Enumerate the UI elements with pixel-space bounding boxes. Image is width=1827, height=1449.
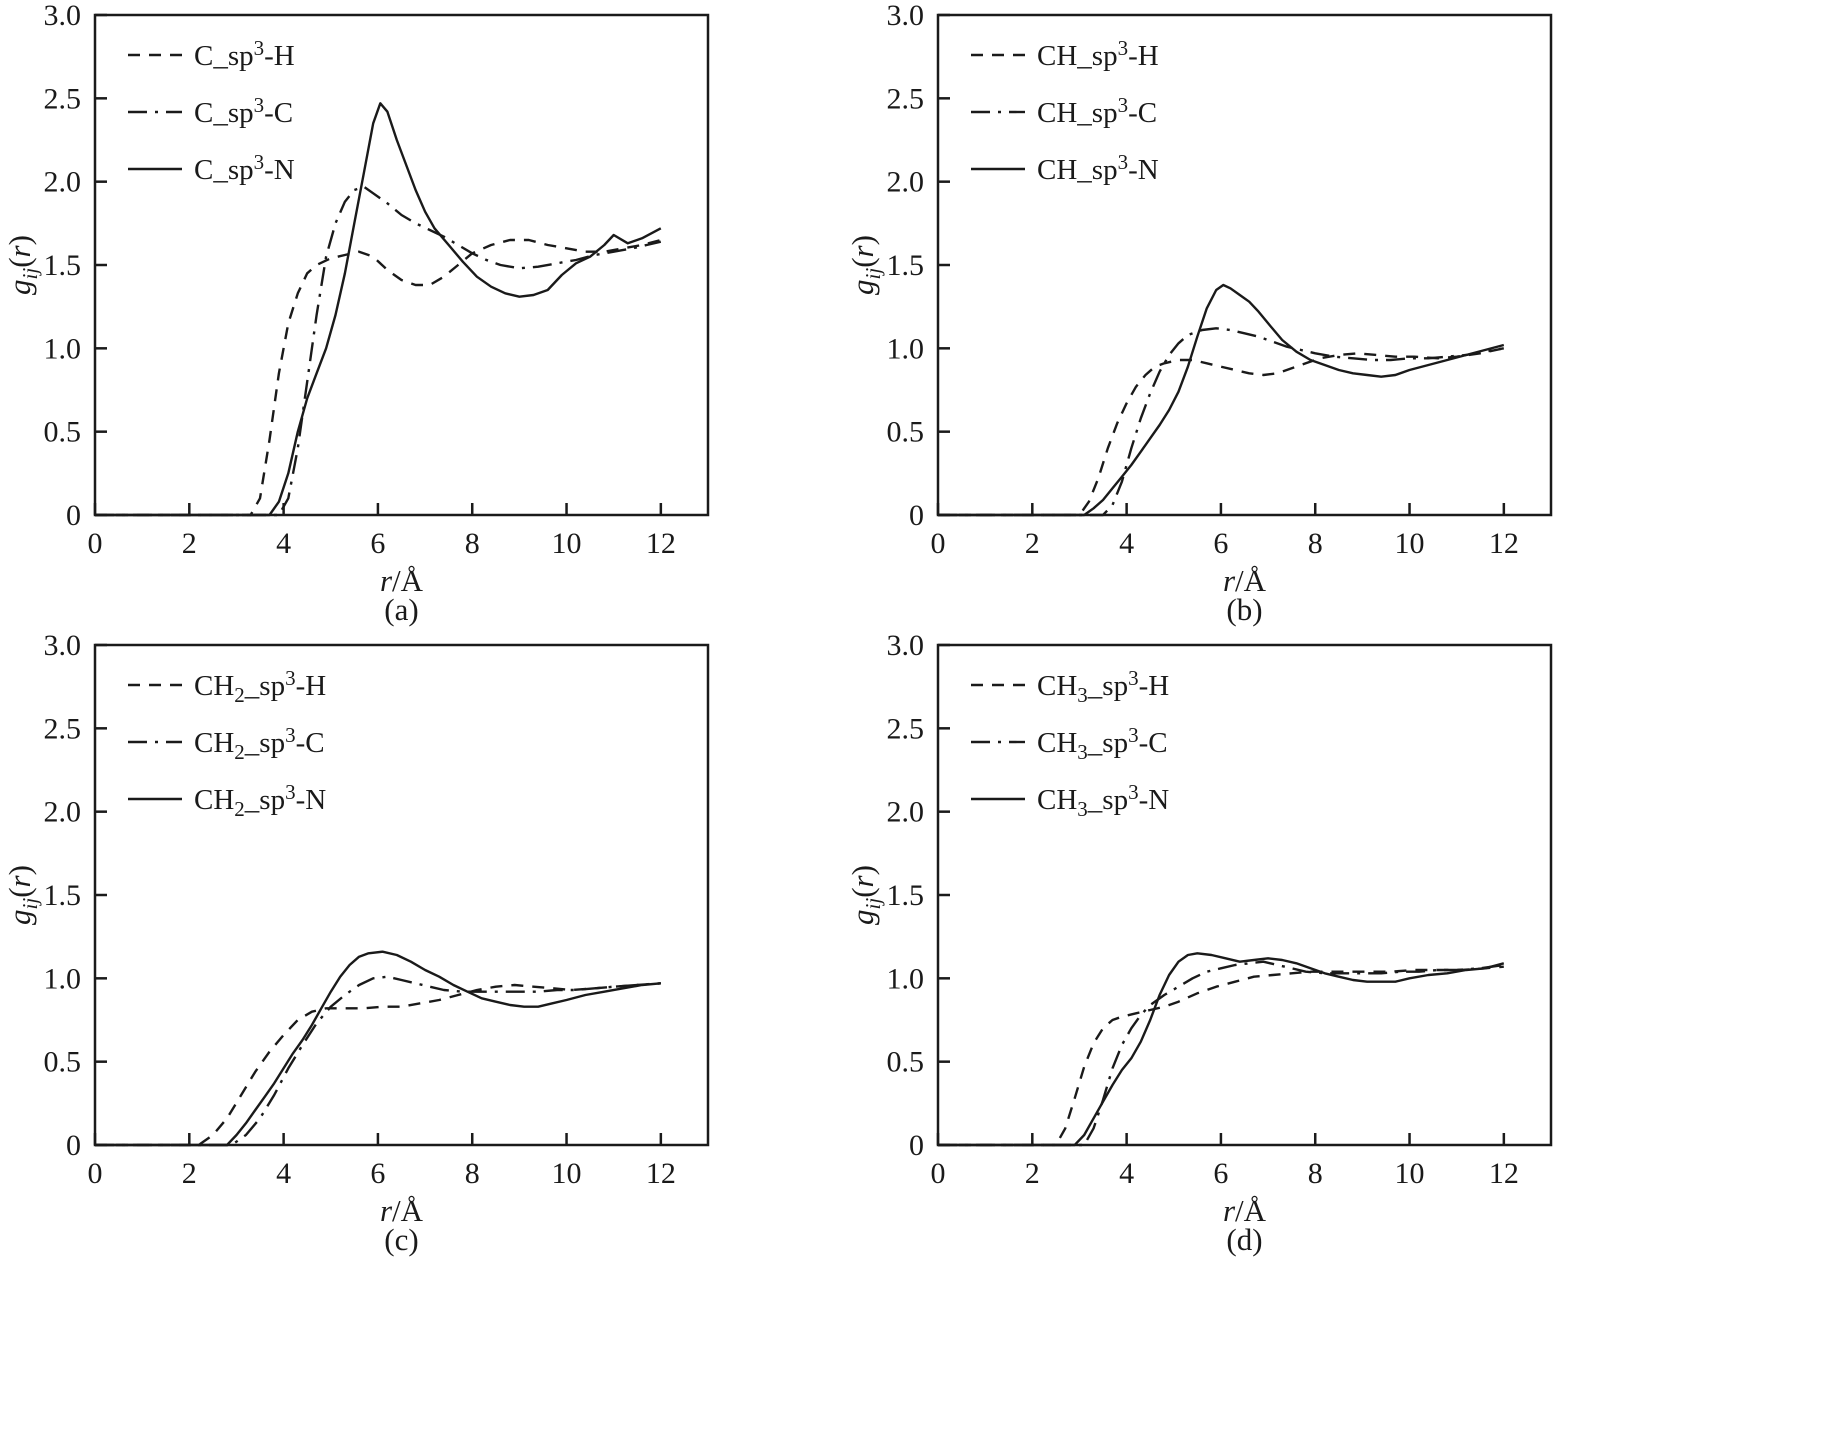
svg-text:gij(r): gij(r) [845, 865, 885, 925]
svg-text:0.5: 0.5 [44, 1046, 82, 1079]
svg-text:0: 0 [88, 527, 103, 560]
svg-text:gij(r): gij(r) [845, 235, 885, 295]
svg-text:4: 4 [1119, 1157, 1134, 1190]
svg-text:10: 10 [552, 527, 582, 560]
svg-text:1.0: 1.0 [44, 962, 82, 995]
svg-text:8: 8 [465, 1157, 480, 1190]
svg-text:2: 2 [1025, 527, 1040, 560]
svg-text:0.5: 0.5 [887, 1046, 925, 1079]
svg-text:3.0: 3.0 [887, 629, 925, 662]
svg-text:0: 0 [66, 1129, 81, 1162]
caption-panel-a: (a) [384, 592, 419, 627]
svg-text:2: 2 [1025, 1157, 1040, 1190]
chart-panel-d: 0 2 4 6 8 10 12 0 0.5 1.0 1.5 2.0 2.5 3.0 CH3_sp3-H CH3… [845, 629, 1553, 1228]
svg-text:8: 8 [465, 527, 480, 560]
svg-text:CH3_sp3-C: CH3_sp3-C [1037, 723, 1168, 764]
svg-text:8: 8 [1308, 527, 1323, 560]
svg-text:4: 4 [276, 1157, 291, 1190]
svg-text:C_sp3-H: C_sp3-H [194, 36, 295, 72]
svg-text:6: 6 [1213, 1157, 1228, 1190]
svg-text:r/Å: r/Å [380, 563, 424, 598]
svg-text:0: 0 [909, 499, 924, 532]
svg-text:12: 12 [646, 1157, 676, 1190]
svg-text:2.5: 2.5 [887, 712, 925, 745]
svg-text:1.5: 1.5 [44, 879, 82, 912]
svg-text:1.5: 1.5 [44, 249, 82, 282]
svg-text:3.0: 3.0 [44, 629, 82, 662]
svg-text:C_sp3-N: C_sp3-N [194, 150, 295, 186]
svg-text:2: 2 [182, 1157, 197, 1190]
svg-text:r/Å: r/Å [1223, 1193, 1267, 1228]
svg-text:CH3_sp3-N: CH3_sp3-N [1037, 780, 1169, 821]
svg-text:2: 2 [182, 527, 197, 560]
svg-text:3.0: 3.0 [887, 0, 925, 32]
svg-text:0: 0 [88, 1157, 103, 1190]
chart-panel-a: 0 2 4 6 8 10 12 0 0.5 1.0 1.5 2.0 2.5 3.0 C_sp3-H C_sp3… [2, 0, 710, 598]
svg-text:CH2_sp3-H: CH2_sp3-H [194, 666, 326, 707]
svg-text:1.0: 1.0 [887, 332, 925, 365]
svg-text:0: 0 [931, 527, 946, 560]
caption-panel-c: (c) [384, 1222, 419, 1257]
svg-text:4: 4 [1119, 527, 1134, 560]
svg-text:1.5: 1.5 [887, 879, 925, 912]
caption-panel-d: (d) [1226, 1222, 1263, 1257]
svg-text:1.5: 1.5 [887, 249, 925, 282]
svg-text:10: 10 [552, 1157, 582, 1190]
svg-text:10: 10 [1395, 1157, 1425, 1190]
svg-text:6: 6 [1213, 527, 1228, 560]
svg-text:4: 4 [276, 527, 291, 560]
svg-text:2.5: 2.5 [44, 712, 82, 745]
svg-text:0.5: 0.5 [44, 416, 82, 449]
svg-text:12: 12 [1489, 1157, 1519, 1190]
svg-text:2.5: 2.5 [44, 82, 82, 115]
svg-text:r/Å: r/Å [380, 1193, 424, 1228]
chart-panel-b: 0 2 4 6 8 10 12 0 0.5 1.0 1.5 2.0 2.5 3.0 CH_sp3-H CH_s… [845, 0, 1553, 598]
svg-text:1.0: 1.0 [44, 332, 82, 365]
svg-text:r/Å: r/Å [1223, 563, 1267, 598]
svg-text:8: 8 [1308, 1157, 1323, 1190]
svg-text:12: 12 [1489, 527, 1519, 560]
svg-text:1.0: 1.0 [887, 962, 925, 995]
svg-text:6: 6 [370, 527, 385, 560]
svg-text:2.5: 2.5 [887, 82, 925, 115]
svg-text:CH_sp3-H: CH_sp3-H [1037, 36, 1159, 72]
svg-text:6: 6 [370, 1157, 385, 1190]
chart-panel-c: 0 2 4 6 8 10 12 0 0.5 1.0 1.5 2.0 2.5 3.0 CH2_sp3-H CH2… [2, 629, 710, 1228]
svg-text:2.0: 2.0 [887, 166, 925, 199]
caption-panel-b: (b) [1226, 592, 1263, 627]
svg-text:2.0: 2.0 [44, 796, 82, 829]
svg-text:CH_sp3-N: CH_sp3-N [1037, 150, 1159, 186]
svg-text:gij(r): gij(r) [2, 235, 42, 295]
svg-text:2.0: 2.0 [887, 796, 925, 829]
svg-text:2.0: 2.0 [44, 166, 82, 199]
svg-text:CH3_sp3-H: CH3_sp3-H [1037, 666, 1169, 707]
svg-text:C_sp3-C: C_sp3-C [194, 93, 293, 129]
svg-text:0: 0 [931, 1157, 946, 1190]
svg-text:CH2_sp3-C: CH2_sp3-C [194, 723, 325, 764]
svg-text:10: 10 [1395, 527, 1425, 560]
svg-text:CH2_sp3-N: CH2_sp3-N [194, 780, 326, 821]
svg-text:0.5: 0.5 [887, 416, 925, 449]
svg-text:0: 0 [66, 499, 81, 532]
svg-text:gij(r): gij(r) [2, 865, 42, 925]
svg-text:12: 12 [646, 527, 676, 560]
svg-text:3.0: 3.0 [44, 0, 82, 32]
svg-text:0: 0 [909, 1129, 924, 1162]
svg-text:CH_sp3-C: CH_sp3-C [1037, 93, 1157, 129]
